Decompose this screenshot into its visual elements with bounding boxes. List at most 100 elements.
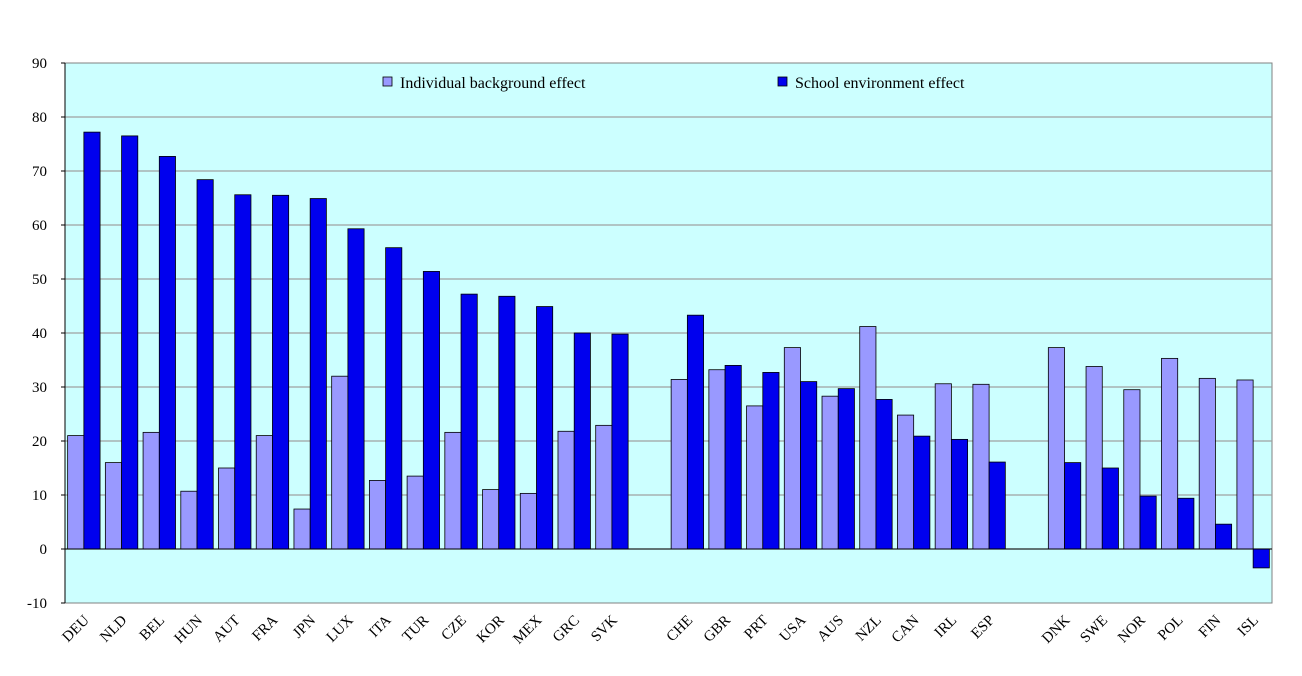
bar-school-bel (158, 156, 176, 550)
bar-individual-hun (180, 490, 198, 550)
bar-individual-che (670, 379, 688, 550)
y-tick-label: 60 (32, 218, 47, 234)
bar-individual-pol (1161, 357, 1179, 550)
x-label-jpn: JPN (290, 612, 319, 641)
bar-individual-mex (519, 492, 537, 550)
x-label-cze: CZE (439, 613, 470, 644)
bar-school-fra (272, 194, 290, 550)
y-tick-label: 30 (32, 380, 47, 396)
bar-individual-nzl (859, 326, 877, 550)
bar-school-cze (460, 293, 478, 550)
bar-school-tur (422, 271, 440, 550)
bar-school-fin (1215, 523, 1233, 550)
bar-individual-fin (1198, 377, 1216, 550)
x-label-bel: BEL (137, 613, 168, 644)
bar-individual-aut (218, 467, 236, 550)
bar-school-aus (837, 388, 855, 550)
bar-school-jpn (309, 198, 327, 550)
x-label-prt: PRT (741, 613, 771, 643)
bar-school-grc (573, 332, 591, 550)
x-label-kor: KOR (474, 613, 508, 647)
x-label-nor: NOR (1115, 613, 1149, 647)
bar-individual-cze (444, 431, 462, 550)
bar-school-isl (1252, 548, 1270, 569)
bar-individual-gbr (708, 369, 726, 550)
bar-school-deu (83, 131, 101, 550)
y-axis: -10 0 10 20 30 40 50 60 70 80 90 (27, 56, 66, 612)
bar-school-gbr (724, 364, 742, 550)
x-label-che: CHE (664, 613, 697, 646)
x-label-lux: LUX (324, 612, 357, 645)
x-label-deu: DEU (60, 612, 93, 645)
x-label-isl: ISL (1235, 613, 1262, 640)
x-label-hun: HUN (172, 612, 206, 646)
bar-school-svk (611, 333, 629, 550)
legend: Individual background effect School envi… (382, 75, 965, 92)
y-tick-label: 20 (32, 434, 47, 450)
x-label-can: CAN (889, 612, 923, 646)
bar-individual-swe (1085, 366, 1103, 550)
bar-school-mex (536, 306, 554, 550)
y-tick-label: 0 (40, 542, 48, 558)
y-tick-label: 80 (32, 110, 47, 126)
y-tick-label: -10 (27, 596, 47, 612)
x-label-nld: NLD (97, 612, 130, 645)
bar-individual-ita (368, 480, 387, 550)
bar-individual-prt (746, 405, 764, 550)
bar-individual-svk (595, 424, 613, 550)
bar-school-nld (121, 135, 139, 550)
bar-individual-can (897, 414, 915, 550)
legend-swatch-school (777, 76, 788, 87)
bar-individual-dnk (1047, 347, 1065, 550)
x-label-usa: USA (777, 612, 810, 645)
bar-school-usa (800, 381, 818, 550)
y-tick-label: 50 (32, 272, 47, 288)
x-label-nzl: NZL (853, 613, 885, 645)
legend-swatch-individual (382, 76, 393, 87)
x-label-irl: IRL (932, 613, 960, 641)
x-label-dnk: DNK (1039, 612, 1073, 646)
bar-individual-grc (557, 430, 575, 550)
bar-school-nzl (875, 399, 893, 550)
bar-school-che (686, 314, 704, 550)
bar-school-ita (385, 247, 403, 550)
bar-school-aut (234, 194, 252, 550)
bars (65, 131, 1272, 569)
x-label-esp: ESP (968, 613, 998, 643)
bar-school-lux (347, 228, 365, 550)
x-label-tur: TUR (400, 613, 433, 646)
legend-label-school: School environment effect (795, 75, 965, 92)
y-tick-label: 90 (32, 56, 47, 72)
bar-individual-bel (142, 431, 160, 550)
bar-school-esp (988, 461, 1006, 550)
x-label-mex: MEX (510, 612, 545, 647)
bar-school-dnk (1064, 462, 1082, 550)
x-label-aus: AUS (815, 613, 848, 646)
bar-school-kor (498, 295, 516, 550)
x-label-ita: ITA (366, 612, 394, 640)
y-tick-label: 70 (32, 164, 47, 180)
bar-individual-usa (783, 347, 801, 550)
bar-individual-kor (482, 489, 500, 550)
x-label-swe: SWE (1077, 613, 1111, 647)
bar-individual-tur (406, 475, 424, 550)
bar-school-swe (1101, 467, 1119, 550)
bar-school-nor (1139, 495, 1157, 550)
bar-individual-jpn (293, 508, 311, 550)
x-axis-labels: DEU NLD BEL HUN AUT FRA JPN LUX ITA TUR CZE KOR MEX G… (60, 612, 1262, 647)
x-label-aut: AUT (210, 613, 243, 646)
x-label-fra: FRA (249, 612, 281, 644)
bar-individual-nor (1123, 389, 1141, 550)
x-label-fin: FIN (1196, 612, 1225, 641)
bar-individual-esp (972, 383, 990, 550)
bar-individual-aus (821, 395, 839, 550)
bar-school-pol (1177, 497, 1195, 550)
bar-school-prt (762, 372, 780, 550)
bar-individual-fra (255, 435, 273, 550)
bar-school-can (913, 435, 931, 550)
y-tick-label: 40 (32, 326, 47, 342)
bar-individual-deu (67, 435, 85, 550)
bar-individual-irl (934, 383, 952, 550)
bar-school-hun (196, 179, 214, 550)
